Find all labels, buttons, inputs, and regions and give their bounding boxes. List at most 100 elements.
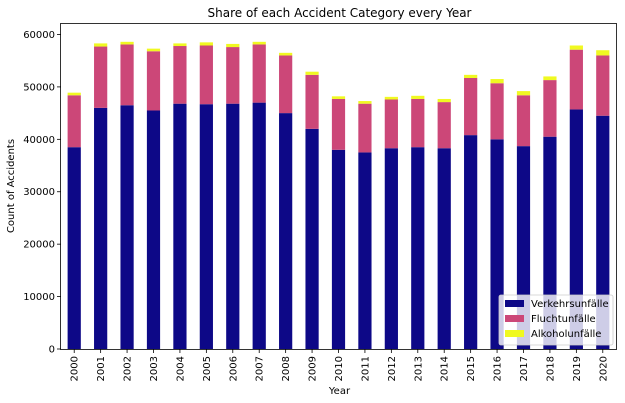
bar-2012-series-0 bbox=[384, 148, 398, 349]
bar-2002-series-2 bbox=[120, 41, 134, 45]
bar-2014-series-0 bbox=[437, 148, 451, 349]
y-tick-label: 0 bbox=[49, 345, 55, 356]
bar-2016-series-2 bbox=[490, 79, 504, 84]
bar-2016-series-1 bbox=[490, 83, 504, 140]
x-tick-label: 2008 bbox=[281, 356, 292, 381]
legend-swatch-0 bbox=[505, 300, 524, 307]
legend-items: Verkehrsunfälle Fluchtunfälle Alkoholunfäl… bbox=[505, 299, 609, 340]
bar-2017-series-2 bbox=[516, 91, 531, 96]
x-tick-label: 2007 bbox=[255, 356, 266, 381]
bar-2010-series-1 bbox=[331, 98, 346, 150]
x-tick-label: 2014 bbox=[440, 356, 451, 381]
legend-label-2: Alkoholunfälle bbox=[531, 329, 601, 340]
y-tick-label: 50000 bbox=[23, 82, 55, 93]
bar-2000-series-2 bbox=[67, 92, 81, 96]
bar-2010-series-0 bbox=[331, 149, 346, 349]
x-axis-label: Year bbox=[328, 386, 351, 397]
bar-2000-series-1 bbox=[67, 95, 81, 148]
bar-2004-series-0 bbox=[173, 103, 187, 350]
bar-2013-series-0 bbox=[411, 147, 425, 349]
bar-2018-series-1 bbox=[543, 80, 557, 137]
y-tick-label: 60000 bbox=[23, 30, 55, 41]
bar-2005-series-1 bbox=[199, 45, 213, 105]
bar-2001-series-2 bbox=[94, 43, 108, 47]
x-tick-label: 2005 bbox=[202, 356, 213, 381]
bar-2009-series-2 bbox=[305, 71, 319, 75]
x-tick-label: 2006 bbox=[228, 356, 239, 381]
bar-2001-series-1 bbox=[94, 46, 108, 108]
bar-2015-series-0 bbox=[464, 135, 478, 349]
bar-2007-series-1 bbox=[252, 44, 266, 103]
bar-2005-series-2 bbox=[199, 42, 213, 46]
bar-2015-series-2 bbox=[464, 74, 478, 78]
bar-2010-series-2 bbox=[331, 96, 346, 99]
bar-2019-series-0 bbox=[569, 109, 583, 349]
y-axis: 0 10000 20000 30000 40000 50000 60000 bbox=[23, 30, 61, 356]
legend-swatch-1 bbox=[505, 315, 524, 322]
bar-2007-series-0 bbox=[252, 102, 266, 349]
bar-2003-series-1 bbox=[146, 51, 161, 111]
x-tick-label: 2020 bbox=[598, 356, 609, 381]
x-tick-label: 2018 bbox=[545, 356, 556, 381]
bar-2020-series-1 bbox=[596, 55, 610, 116]
bar-2011-series-2 bbox=[358, 101, 372, 104]
legend-frame bbox=[498, 294, 614, 346]
chart-title: Share of each Accident Category every Ye… bbox=[208, 6, 472, 20]
bar-2003-series-0 bbox=[146, 110, 161, 350]
bar-2014-series-1 bbox=[437, 102, 451, 149]
bar-2008-series-2 bbox=[279, 52, 293, 56]
x-tick-label: 2016 bbox=[493, 356, 504, 381]
bar-2013-series-2 bbox=[411, 95, 425, 99]
bar-2011-series-0 bbox=[358, 152, 372, 349]
y-tick-label: 10000 bbox=[23, 292, 55, 303]
x-tick-label: 2001 bbox=[96, 356, 107, 381]
bar-2020-series-0 bbox=[596, 115, 610, 349]
x-tick-label: 2011 bbox=[360, 356, 371, 381]
bar-2019-series-2 bbox=[569, 45, 583, 50]
x-tick-label: 2003 bbox=[149, 356, 160, 381]
legend-label-0: Verkehrsunfälle bbox=[531, 299, 609, 310]
bar-2008-series-0 bbox=[279, 113, 293, 349]
bar-2014-series-2 bbox=[437, 98, 451, 103]
bar-2001-series-0 bbox=[94, 107, 108, 350]
y-tick-label: 30000 bbox=[23, 187, 55, 198]
x-tick-label: 2010 bbox=[334, 356, 345, 381]
bar-2015-series-1 bbox=[464, 77, 478, 136]
bar-2002-series-1 bbox=[120, 44, 134, 106]
legend-swatch-2 bbox=[505, 330, 524, 337]
y-axis-label: Count of Accidents bbox=[6, 139, 17, 233]
x-tick-label: 2013 bbox=[413, 356, 424, 381]
x-axis: 2000 2001 2002 2003 2004 2005 2006 2007 2008 2009… bbox=[70, 349, 609, 381]
bar-2006-series-1 bbox=[226, 47, 240, 104]
bar-2005-series-0 bbox=[199, 104, 213, 349]
bar-2004-series-1 bbox=[173, 46, 187, 104]
bar-2007-series-2 bbox=[252, 41, 266, 45]
legend: Verkehrsunfälle Fluchtunfälle Alkoholunfäl… bbox=[498, 294, 614, 346]
bar-2008-series-1 bbox=[279, 55, 293, 114]
bar-2009-series-0 bbox=[305, 128, 319, 349]
bar-2012-series-1 bbox=[384, 99, 398, 149]
y-tick-label: 20000 bbox=[23, 240, 55, 251]
bar-2000-series-0 bbox=[67, 147, 81, 349]
bar-2004-series-2 bbox=[173, 43, 187, 47]
x-tick-label: 2015 bbox=[466, 356, 477, 381]
bar-2009-series-1 bbox=[305, 74, 319, 129]
bar-2013-series-1 bbox=[411, 98, 425, 148]
bar-2020-series-2 bbox=[596, 50, 610, 56]
x-tick-label: 2004 bbox=[175, 356, 186, 381]
x-tick-label: 2019 bbox=[572, 356, 583, 381]
x-tick-label: 2009 bbox=[308, 356, 319, 381]
bar-2006-series-0 bbox=[226, 103, 240, 350]
y-tick-label: 40000 bbox=[23, 135, 55, 146]
bar-2011-series-1 bbox=[358, 103, 372, 153]
x-tick-label: 2000 bbox=[70, 356, 81, 381]
x-tick-label: 2002 bbox=[123, 356, 134, 381]
bar-2002-series-0 bbox=[120, 105, 134, 349]
x-tick-label: 2017 bbox=[519, 356, 530, 381]
bar-2017-series-1 bbox=[516, 95, 531, 147]
bar-2019-series-1 bbox=[569, 49, 583, 110]
legend-label-1: Fluchtunfälle bbox=[531, 314, 596, 325]
bar-2012-series-2 bbox=[384, 96, 398, 100]
x-tick-label: 2012 bbox=[387, 356, 398, 381]
